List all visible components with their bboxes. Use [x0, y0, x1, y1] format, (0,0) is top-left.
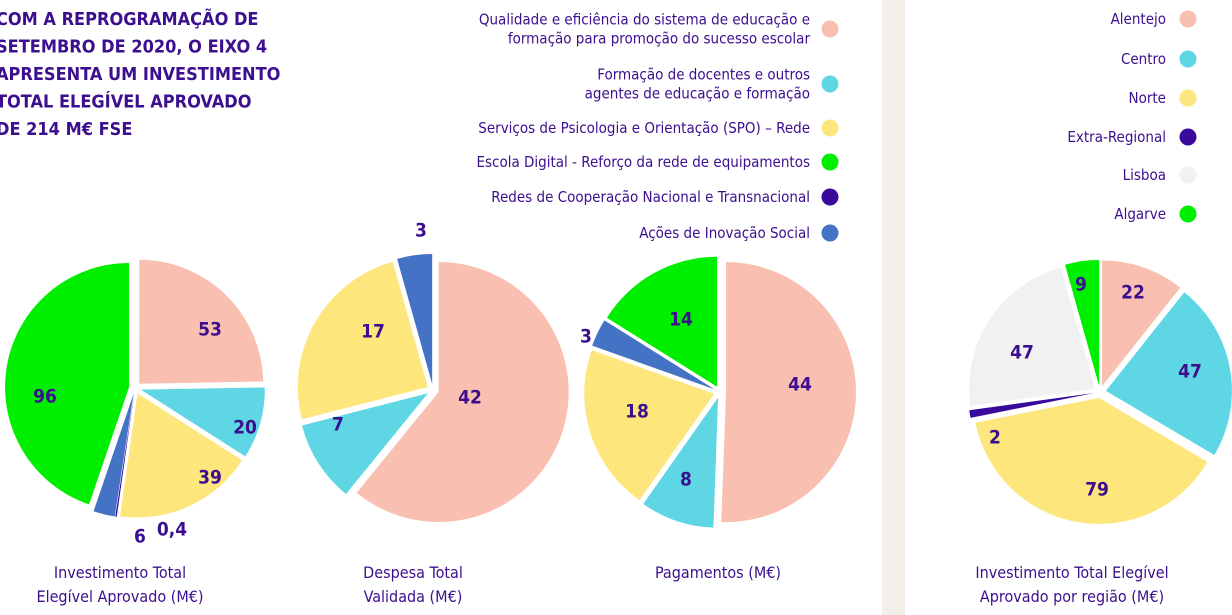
legend-swatch: [821, 20, 839, 38]
pie-slice: [721, 262, 856, 523]
legend-label: Alentejo: [1111, 10, 1166, 28]
heading-line: COM A REPROGRAMAÇÃO DE: [0, 7, 258, 30]
value-label: 44: [788, 374, 812, 396]
legend-label: Redes de Cooperação Nacional e Transnaci…: [491, 188, 810, 206]
heading-line: TOTAL ELEGÍVEL APROVADO: [0, 91, 251, 113]
value-label: 42: [458, 387, 482, 409]
pie-slice: [969, 393, 1095, 418]
value-label: 7: [332, 414, 344, 436]
pie-slice: [297, 261, 428, 420]
pie-slice: [356, 262, 569, 523]
pie-slice: [1105, 292, 1232, 456]
pie-slice: [606, 256, 718, 387]
value-label: 6: [134, 526, 146, 548]
value-label: 20: [233, 417, 257, 439]
value-label: 47: [1178, 361, 1202, 383]
value-label: 3: [580, 326, 592, 348]
legend-swatch: [821, 153, 839, 171]
legend-swatch: [1179, 50, 1197, 68]
pie-slice: [140, 387, 265, 457]
value-label: 39: [198, 467, 222, 489]
legend-label: Extra-Regional: [1067, 128, 1166, 146]
legend-label: Escola Digital - Reforço da rede de equi…: [477, 153, 811, 171]
legend-label: Centro: [1121, 50, 1166, 68]
pie-slice: [1065, 260, 1100, 387]
pie-slice: [5, 263, 130, 505]
pie-title: Despesa Total Validada (M€): [363, 563, 463, 606]
pie-slice: [302, 393, 428, 495]
pie-slice: [584, 350, 715, 501]
legend-label: Lisboa: [1123, 166, 1166, 184]
legend-swatch: [821, 119, 839, 137]
legend-swatch: [1179, 10, 1197, 28]
pie-slice: [643, 397, 719, 528]
legend-label: Algarve: [1114, 205, 1166, 223]
value-label: 47: [1010, 342, 1034, 364]
pie-title: Pagamentos (M€): [655, 563, 781, 582]
legend-swatch: [1179, 205, 1197, 223]
value-label: 9: [1075, 274, 1087, 296]
value-label: 79: [1085, 479, 1109, 501]
heading-line: APRESENTA UM INVESTIMENTO: [0, 64, 280, 85]
legend-swatch: [821, 188, 839, 206]
legend-swatch: [1179, 166, 1197, 184]
pie-slice: [120, 393, 242, 518]
legend-label: Ações de Inovação Social: [639, 224, 810, 242]
pie-slice: [93, 393, 134, 517]
value-label: 17: [361, 321, 385, 343]
pie-slice: [975, 397, 1208, 524]
pie-slice: [1101, 260, 1181, 387]
heading-line: SETEMBRO DE 2020, O EIXO 4: [0, 37, 267, 58]
legend-label: Serviços de Psicologia e Orientação (SPO…: [478, 119, 810, 137]
divider: [882, 0, 905, 615]
pie-slice: [397, 254, 433, 385]
legend-swatch: [821, 224, 839, 242]
legend-label: Formação de docentes e outros agentes de …: [585, 65, 810, 102]
legend-swatch: [1179, 89, 1197, 107]
value-label: 2: [989, 427, 1001, 449]
value-label: 0,4: [157, 519, 187, 541]
pie-title: Investimento Total Elegível Aprovado por …: [975, 563, 1168, 606]
value-label: 3: [415, 220, 427, 242]
pie-slice: [139, 259, 264, 384]
value-label: 53: [198, 319, 222, 341]
value-label: 96: [33, 386, 57, 408]
heading-line: DE 214 M€ FSE: [0, 119, 132, 140]
pie-slice: [115, 393, 135, 517]
pie-slice: [968, 267, 1095, 406]
legend-swatch: [1179, 128, 1197, 146]
value-label: 18: [625, 401, 649, 423]
legend-label: Norte: [1129, 89, 1167, 107]
value-label: 14: [669, 309, 693, 331]
value-label: 22: [1121, 282, 1145, 304]
pie-title: Investimento Total Elegível Aprovado (M€): [36, 563, 203, 606]
value-label: 8: [680, 469, 692, 491]
legend-swatch: [821, 75, 839, 93]
pie-slice: [592, 320, 715, 390]
legend-label: Qualidade e eficiência do sistema de edu…: [479, 10, 811, 47]
